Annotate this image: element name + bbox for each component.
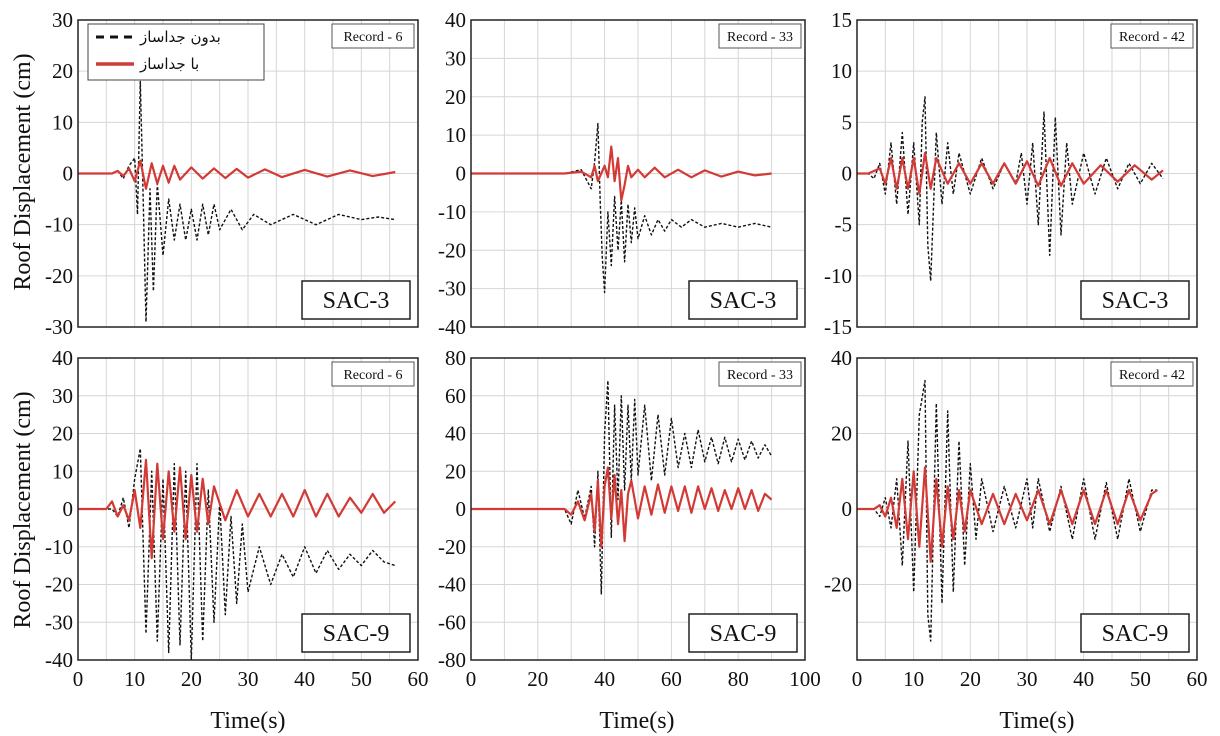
y-tick-label: -10 [45, 213, 73, 237]
panel-4: -40 -30 -20 -10 0 10 20 30 40 0 10 20 30 40 50 60 Record… [45, 346, 429, 691]
y-tick-label: -15 [824, 315, 852, 339]
y-tick-label: -40 [438, 315, 466, 339]
panel-3: -15 -10 -5 0 5 10 15 Record - 42 SAC-3 [824, 8, 1197, 339]
y-tick-label: -40 [45, 648, 73, 672]
y-tick-label: 80 [445, 346, 466, 370]
y-tick-label: 30 [52, 384, 73, 408]
y-tick-label: -10 [824, 264, 852, 288]
record-label: Record - 6 [343, 368, 402, 383]
x-axis-title-2: Time(s) [599, 708, 674, 734]
y-tick-label: -20 [45, 264, 73, 288]
x-tick-label: 50 [1130, 667, 1151, 691]
y-tick-label: 5 [842, 110, 853, 134]
x-tick-label: 20 [181, 667, 202, 691]
x-tick-label: 30 [238, 667, 259, 691]
x-tick-label: 40 [294, 667, 315, 691]
x-tick-label: 50 [351, 667, 372, 691]
y-tick-label: 20 [52, 59, 73, 83]
y-tick-label: -30 [438, 277, 466, 301]
y-axis-title-bottom: Roof Displacement (cm) [10, 391, 36, 628]
x-tick-label: 100 [789, 667, 821, 691]
y-tick-label: 10 [52, 459, 73, 483]
structure-label: SAC-9 [1102, 621, 1169, 647]
y-tick-label: 40 [52, 346, 73, 370]
y-tick-label: 20 [445, 85, 466, 109]
structure-label: SAC-3 [323, 288, 390, 314]
record-label: Record - 33 [727, 30, 793, 45]
y-tick-label: -20 [45, 573, 73, 597]
x-tick-label: 40 [1073, 667, 1094, 691]
y-tick-label: 0 [456, 497, 467, 521]
y-tick-label: -20 [438, 535, 466, 559]
record-label: Record - 33 [727, 368, 793, 383]
x-axis-title-1: Time(s) [210, 708, 285, 734]
x-tick-label: 60 [661, 667, 682, 691]
legend-label-1: بدون جداساز [139, 28, 221, 46]
x-tick-label: 0 [466, 667, 477, 691]
y-tick-label: 0 [842, 162, 853, 186]
y-tick-label: 30 [52, 8, 73, 32]
structure-label: SAC-9 [323, 621, 390, 647]
y-axis-title-top: Roof Displacement (cm) [10, 53, 36, 290]
y-tick-label: 10 [445, 123, 466, 147]
x-tick-label: 40 [594, 667, 615, 691]
x-tick-label: 20 [960, 667, 981, 691]
x-tick-label: 60 [1187, 667, 1208, 691]
y-tick-label: -40 [438, 573, 466, 597]
x-tick-label: 0 [73, 667, 84, 691]
structure-label: SAC-9 [710, 621, 777, 647]
y-tick-label: 40 [831, 346, 852, 370]
x-tick-label: 10 [903, 667, 924, 691]
y-tick-label: 10 [52, 110, 73, 134]
record-label: Record - 42 [1119, 30, 1185, 45]
y-tick-label: 0 [842, 497, 853, 521]
y-tick-label: -10 [438, 200, 466, 224]
y-tick-label: 20 [445, 459, 466, 483]
x-tick-label: 0 [852, 667, 863, 691]
x-tick-label: 20 [527, 667, 548, 691]
y-tick-label: -20 [438, 238, 466, 262]
x-tick-label: 10 [124, 667, 145, 691]
y-tick-label: -10 [45, 535, 73, 559]
x-tick-label: 80 [728, 667, 749, 691]
y-tick-label: 15 [831, 8, 852, 32]
y-tick-label: 20 [52, 422, 73, 446]
y-tick-label: -30 [45, 610, 73, 634]
record-label: Record - 6 [343, 30, 402, 45]
panel-2: -40 -30 -20 -10 0 10 20 30 40 Record - 33 SAC-3 [438, 8, 805, 339]
y-tick-label: 40 [445, 422, 466, 446]
x-axis-title-3: Time(s) [999, 708, 1074, 734]
y-tick-label: 10 [831, 59, 852, 83]
y-tick-label: -30 [45, 315, 73, 339]
panel-5: -80 -60 -40 -20 0 20 40 60 80 0 20 40 60 80 100 Record … [438, 346, 821, 691]
legend-label-2: با جداساز [139, 55, 199, 73]
x-tick-label: 30 [1017, 667, 1038, 691]
structure-label: SAC-3 [710, 288, 777, 314]
y-tick-label: -80 [438, 648, 466, 672]
structure-label: SAC-3 [1102, 288, 1169, 314]
y-tick-label: 0 [456, 162, 467, 186]
x-tick-label: 60 [408, 667, 429, 691]
y-tick-label: -20 [824, 573, 852, 597]
y-tick-label: -5 [835, 213, 853, 237]
y-tick-label: -60 [438, 610, 466, 634]
panel-6: -20 0 20 40 0 10 20 30 40 50 60 Record - 42 SAC-9 [824, 346, 1208, 691]
y-tick-label: 0 [63, 497, 74, 521]
y-tick-label: 20 [831, 422, 852, 446]
legend: بدون جداساز با جداساز [88, 24, 264, 80]
y-tick-label: 60 [445, 384, 466, 408]
record-label: Record - 42 [1119, 368, 1185, 383]
y-tick-label: 30 [445, 46, 466, 70]
panels: -30 -20 -10 0 10 20 30 Record - 6 SAC-3 -40 -30 -20… [45, 8, 1208, 691]
y-tick-label: 0 [63, 162, 74, 186]
y-tick-label: 40 [445, 8, 466, 32]
